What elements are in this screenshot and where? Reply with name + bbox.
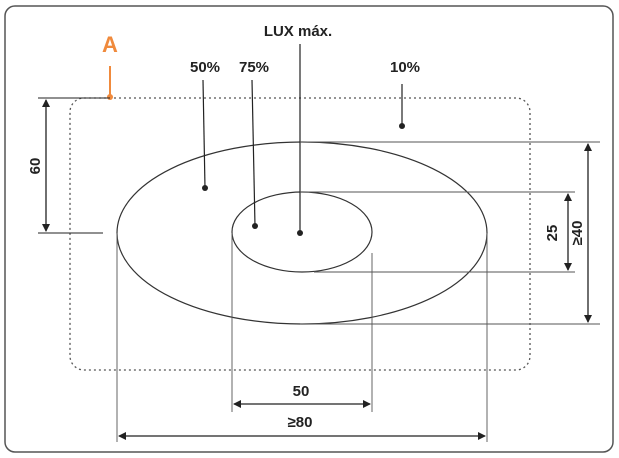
dim-50-label: 50 [293, 383, 310, 400]
pct-75-label: 75% [239, 59, 269, 76]
dim-80-label: ≥80 [288, 414, 313, 431]
point-a-label: A [102, 32, 118, 57]
pct-75-leader [251, 79, 256, 227]
pct-75-dot [252, 223, 258, 229]
dim-40-label: ≥40 [569, 221, 586, 246]
point-a-dot [107, 94, 113, 100]
diagram-frame [4, 5, 614, 453]
pct-50-dot [202, 185, 208, 191]
pct-10-label: 10% [390, 59, 420, 76]
pct-10-dot [399, 123, 405, 129]
dim-25-label: 25 [544, 225, 561, 242]
lux-max-dot [297, 230, 303, 236]
pct-50-leader [202, 79, 206, 189]
dim-60-label: 60 [27, 158, 44, 175]
pct-50-label: 50% [190, 59, 220, 76]
lux-max-label: LUX máx. [264, 23, 332, 40]
